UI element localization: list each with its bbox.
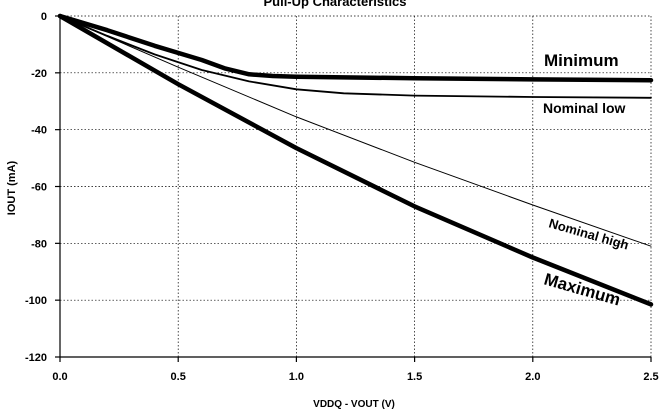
y-tick-label: 0	[41, 11, 47, 23]
series-label-minimum: Minimum	[544, 51, 619, 70]
chart-title: Pull-Up Characteristics	[263, 0, 406, 9]
series-label-nominal-low: Nominal low	[543, 100, 626, 116]
x-tick-label: 0.0	[52, 371, 67, 383]
y-tick-label: -80	[31, 238, 47, 250]
y-tick-label: -120	[25, 352, 47, 364]
x-tick-label: 1.5	[407, 371, 422, 383]
series-line-minimum	[57, 13, 654, 83]
series-lines	[57, 13, 654, 307]
y-tick-label: -60	[31, 182, 47, 194]
x-tick-label: 2.0	[525, 371, 540, 383]
series-line-nominal-high	[59, 15, 652, 247]
series-label-nominal-high: Nominal high	[547, 215, 630, 252]
y-tick-label: -20	[31, 68, 47, 80]
x-tick-label: 2.5	[643, 371, 658, 383]
y-axis-label: IOUT (mA)	[6, 160, 18, 215]
series-line-nominal-low	[59, 15, 652, 99]
x-axis-label: VDDQ - VOUT (V)	[313, 399, 395, 410]
axes	[55, 15, 652, 362]
x-tick-label: 0.5	[171, 371, 186, 383]
y-tick-label: -40	[31, 125, 47, 137]
x-tick-label: 1.0	[289, 371, 304, 383]
y-tick-label: -100	[25, 295, 47, 307]
tick-labels: 0.0 0.5 1.0 1.5 2.0 2.5 0 -20 -40 -60 -80 -100 -120	[25, 11, 659, 383]
series-line-maximum	[57, 13, 654, 307]
